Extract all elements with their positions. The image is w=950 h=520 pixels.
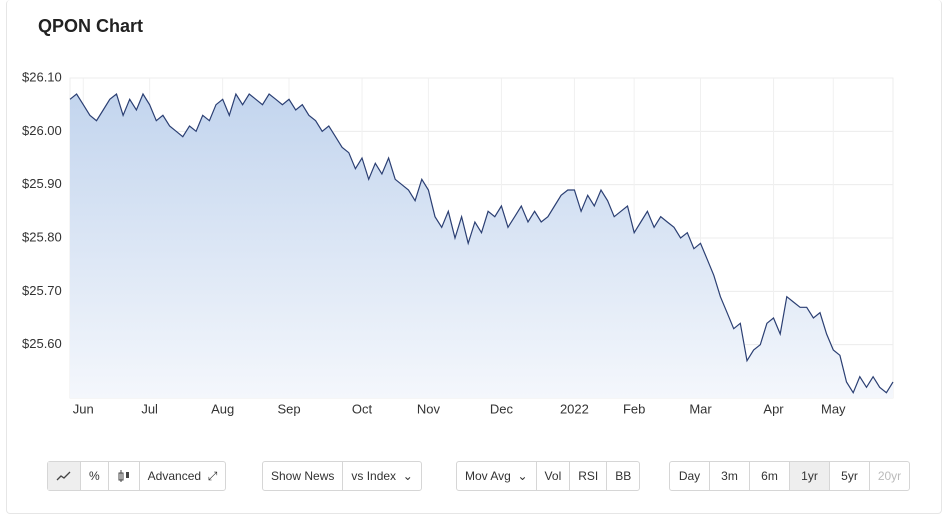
- advanced-label: Advanced: [147, 469, 202, 483]
- x-tick-label: 2022: [560, 401, 589, 416]
- range-button[interactable]: 5yr: [829, 462, 869, 490]
- y-tick-label: $25.90: [22, 176, 62, 191]
- indicator-group: Mov Avg ⌄ Vol RSI BB: [456, 461, 641, 491]
- area: [70, 94, 893, 398]
- bb-button[interactable]: BB: [606, 462, 639, 490]
- x-tick-label: Mar: [689, 401, 712, 416]
- chart: $25.60 $25.70 $25.80 $25.90 $26.00 $26.10 Jun J…: [22, 69, 894, 416]
- x-tick-label: Oct: [352, 401, 373, 416]
- x-tick-label: Dec: [490, 401, 514, 416]
- range-button[interactable]: 3m: [709, 462, 749, 490]
- news-group: Show News vs Index ⌄: [262, 461, 422, 491]
- mov-avg-button[interactable]: Mov Avg ⌄: [465, 469, 528, 483]
- show-news-button[interactable]: Show News: [271, 469, 335, 483]
- range-button[interactable]: 6m: [749, 462, 789, 490]
- percent-button[interactable]: %: [80, 462, 108, 490]
- card: [6, 0, 942, 514]
- x-tick-label: Sep: [277, 401, 300, 416]
- mov-avg-label: Mov Avg: [465, 469, 511, 483]
- rsi-button[interactable]: RSI: [569, 462, 606, 490]
- range-group: Day 3m 6m 1yr 5yr 20yr: [669, 461, 910, 491]
- vs-index-button[interactable]: vs Index ⌄: [342, 462, 420, 490]
- chart-title: QPON Chart: [38, 16, 144, 36]
- advanced-button[interactable]: Advanced ⤢: [138, 462, 226, 490]
- x-tick-label: Nov: [417, 401, 441, 416]
- x-tick-label: Feb: [623, 401, 645, 416]
- x-tick-label: Jul: [141, 401, 158, 416]
- vs-index-label: vs Index: [351, 469, 397, 483]
- line-button[interactable]: [48, 462, 80, 490]
- y-tick-label: $26.10: [22, 69, 62, 84]
- x-tick-label: May: [821, 401, 846, 416]
- price-line: [69, 92, 894, 395]
- range-button[interactable]: Day: [678, 469, 701, 483]
- y-tick-label: $26.00: [22, 123, 62, 138]
- vol-button[interactable]: Vol: [535, 462, 570, 490]
- x-tick-label: Apr: [763, 401, 784, 416]
- candle-button[interactable]: [107, 462, 139, 490]
- range-button: 20yr: [869, 462, 909, 490]
- y-tick-label: $25.60: [22, 336, 62, 351]
- x-tick-label: Jun: [73, 401, 94, 416]
- y-tick-label: $25.80: [22, 229, 62, 244]
- x-tick-label: Aug: [211, 401, 234, 416]
- chart-type-group: % Advanced ⤢: [47, 461, 227, 491]
- y-tick-label: $25.70: [22, 283, 62, 298]
- range-button[interactable]: 1yr: [789, 462, 829, 490]
